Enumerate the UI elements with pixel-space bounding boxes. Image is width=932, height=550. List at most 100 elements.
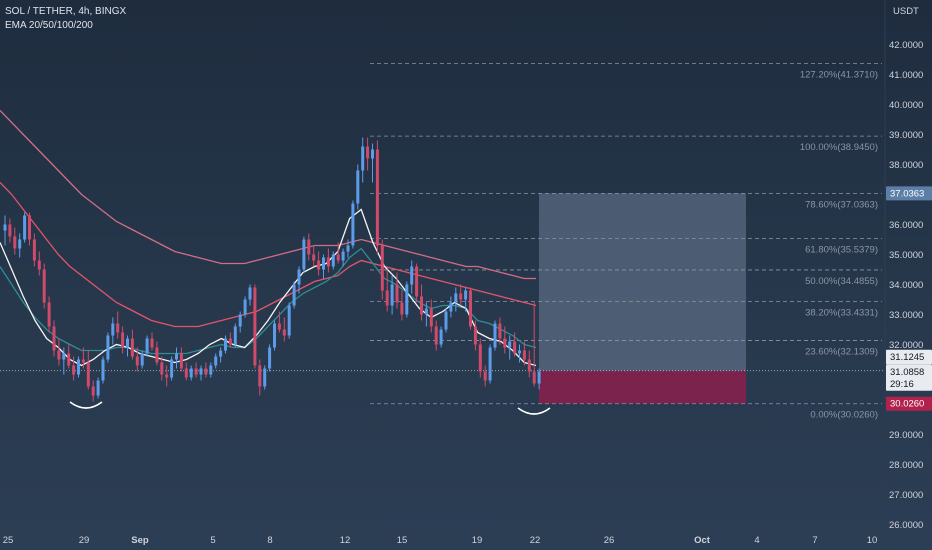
x-tick-label: 8: [267, 535, 272, 546]
candle-body: [317, 260, 321, 270]
candle-body: [86, 362, 90, 387]
fib-level-label: 100.00%(38.9450): [800, 142, 878, 153]
candle-body: [459, 293, 463, 300]
candle-body: [356, 170, 360, 204]
candle-body: [513, 341, 517, 354]
candle-body: [287, 305, 291, 336]
x-tick-label: 19: [472, 535, 483, 546]
ema200-line: [0, 110, 536, 280]
candle-body: [498, 323, 502, 339]
candle-body: [52, 326, 56, 351]
candle-body: [395, 284, 399, 303]
entry-price-label-text: 31.1245: [890, 352, 924, 363]
candle-body: [67, 353, 71, 366]
indicator-title: EMA 20/50/100/200: [5, 20, 93, 31]
candle-body: [199, 368, 203, 375]
candle-body: [312, 254, 316, 261]
y-tick-label: 29.0000: [889, 430, 923, 441]
candle-body: [47, 302, 51, 327]
x-tick-label: 22: [530, 535, 541, 546]
candle-body: [268, 347, 272, 369]
ema-lines: [0, 110, 537, 367]
fibonacci-levels[interactable]: 127.20%(41.3710) 100.00%(38.9450) 78.60%(3…: [370, 62, 882, 421]
candle-body: [248, 287, 252, 300]
candle-body: [375, 149, 379, 246]
candle-body: [273, 323, 276, 348]
candle-body: [209, 365, 213, 375]
candle-body: [405, 284, 409, 315]
target-zone: [539, 193, 746, 371]
y-tick-label: 38.0000: [889, 160, 923, 171]
candle-body: [478, 344, 482, 372]
candle-body: [179, 353, 183, 369]
candle-body: [322, 257, 325, 270]
x-tick-label: 4: [754, 535, 759, 546]
candle-body: [101, 359, 105, 381]
y-tick-label: 33.0000: [889, 310, 923, 321]
candle-body: [194, 368, 198, 375]
candle-body: [3, 224, 7, 231]
candle-body: [155, 347, 159, 363]
y-tick-label: 26.0000: [889, 520, 923, 531]
stop-zone: [539, 370, 746, 404]
candle-body: [116, 323, 120, 333]
candle-body: [527, 359, 531, 372]
candle-body: [522, 350, 526, 360]
candle-body: [8, 224, 12, 237]
y-tick-label: 34.0000: [889, 280, 923, 291]
x-tick-label: 5: [210, 535, 215, 546]
candle-body: [302, 239, 306, 270]
target-price-label-bg: [886, 186, 932, 201]
candle-body: [464, 290, 468, 300]
candle-body: [214, 356, 218, 366]
candle-body: [351, 203, 355, 246]
fib-level-label: 61.80%(35.5379): [805, 244, 878, 255]
position-zones[interactable]: [0, 193, 885, 404]
candle-body: [13, 236, 17, 249]
candle-body: [331, 254, 335, 267]
candle-body: [238, 314, 242, 327]
time-axis[interactable]: 25 29 Sep 5 8 12 15 19 22 26 Oct 4 7 10: [0, 529, 885, 546]
candle-body: [493, 323, 497, 348]
candles: [3, 137, 541, 402]
candle-body: [243, 299, 247, 315]
candle-body: [18, 239, 22, 249]
x-tick-label: Sep: [131, 535, 149, 546]
candle-body: [326, 257, 330, 267]
stop-price-label-bg: [886, 396, 932, 411]
y-tick-label: 35.0000: [889, 250, 923, 261]
candle-body: [233, 326, 237, 345]
price-axis[interactable]: USDT26.000027.000028.000029.000030.00003…: [889, 6, 923, 531]
candle-body: [420, 296, 423, 315]
y-tick-label: 27.0000: [889, 490, 923, 501]
candle-body: [518, 350, 521, 354]
chart-legend: SOL / TETHER, 4h, BINGX EMA 20/50/100/20…: [5, 5, 126, 33]
candle-body: [96, 380, 100, 396]
candle-body: [145, 338, 149, 354]
candle-body: [434, 326, 438, 345]
y-tick-label: 42.0000: [889, 40, 923, 51]
candle-body: [228, 338, 232, 345]
candle-body: [23, 215, 27, 240]
candle-body: [361, 146, 365, 171]
candle-body: [424, 308, 428, 315]
candle-body: [341, 251, 345, 261]
candle-body: [307, 239, 311, 255]
candle-body: [336, 254, 340, 261]
stop-price-label-text: 30.0260: [890, 399, 924, 410]
y-tick-label: 32.0000: [889, 340, 923, 351]
candle-body: [77, 359, 80, 375]
x-tick-label: 10: [867, 535, 878, 546]
candle-body: [42, 269, 46, 303]
candle-body: [204, 368, 208, 375]
candle-body: [277, 323, 281, 330]
fib-level-label: 127.20%(41.3710): [800, 69, 878, 80]
candle-body: [508, 341, 512, 348]
candle-body: [346, 245, 350, 252]
ema20-line: [0, 208, 537, 367]
candle-body: [135, 356, 139, 366]
ema100-line: [0, 182, 537, 328]
candle-body: [400, 302, 404, 315]
